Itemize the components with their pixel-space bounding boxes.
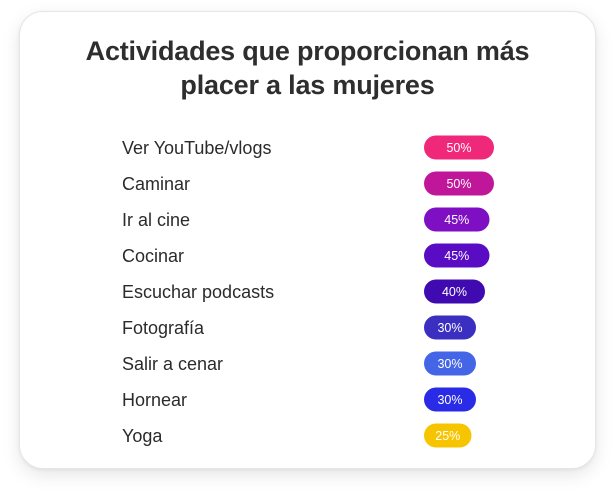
value-bar — [424, 243, 490, 268]
value-label: 30% — [437, 321, 462, 335]
chart-row: Escuchar podcasts 40% — [122, 279, 485, 304]
chart-card: Actividades que proporcionan más placer … — [19, 11, 596, 469]
category-label: Cocinar — [122, 246, 184, 266]
chart-row: Ver YouTube/vlogs 50% — [122, 135, 494, 160]
value-label: 25% — [435, 429, 460, 443]
value-bar — [424, 315, 476, 340]
category-label: Salir a cenar — [122, 354, 223, 374]
value-label: 50% — [446, 141, 471, 155]
value-bar — [424, 171, 494, 196]
value-label: 30% — [437, 357, 462, 371]
value-label: 50% — [446, 177, 471, 191]
category-label: Fotografía — [122, 318, 205, 338]
chart-row: Caminar 50% — [122, 171, 494, 196]
value-label: 30% — [437, 393, 462, 407]
value-bar — [424, 207, 490, 232]
value-bar — [424, 279, 485, 304]
value-bar — [424, 423, 472, 448]
value-bar — [424, 351, 476, 376]
category-label: Caminar — [122, 174, 190, 194]
category-label: Ir al cine — [122, 210, 190, 230]
category-label: Ver YouTube/vlogs — [122, 138, 271, 158]
category-label: Yoga — [122, 426, 163, 446]
category-label: Hornear — [122, 390, 187, 410]
chart-row: Ir al cine 45% — [122, 207, 490, 232]
value-bar — [424, 387, 476, 412]
category-label: Escuchar podcasts — [122, 282, 274, 302]
chart-row: Cocinar 45% — [122, 243, 490, 268]
chart-row: Hornear 30% — [122, 387, 476, 412]
chart-title-line-1: Actividades que proporcionan más — [85, 36, 530, 66]
value-label: 45% — [444, 213, 469, 227]
value-label: 40% — [442, 285, 467, 299]
chart-row: Fotografía 30% — [122, 315, 476, 340]
value-bar — [424, 135, 494, 160]
chart-row: Yoga 25% — [122, 423, 472, 448]
chart-row: Salir a cenar 30% — [122, 351, 476, 376]
chart-title: Actividades que proporcionan más placer … — [20, 34, 595, 102]
chart-title-line-2: placer a las mujeres — [180, 70, 435, 100]
value-label: 45% — [444, 249, 469, 263]
